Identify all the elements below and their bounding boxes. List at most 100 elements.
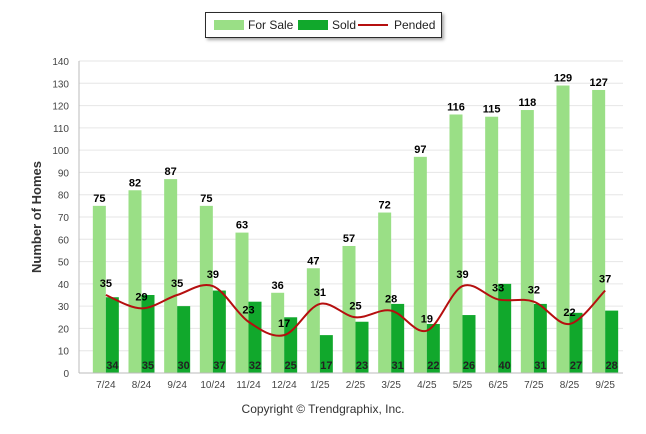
for-sale-value-label: 97: [414, 144, 426, 156]
pended-value-label: 32: [528, 285, 540, 297]
pended-value-label: 31: [314, 287, 326, 299]
for-sale-value-label: 129: [554, 73, 572, 85]
for-sale-value-label: 75: [93, 193, 105, 205]
for-sale-value-label: 87: [165, 166, 177, 178]
pended-line: [105, 284, 606, 337]
x-tick-label: 12/24: [272, 380, 297, 391]
for-sale-bar: [342, 245, 356, 373]
sold-bar: [391, 303, 405, 373]
for-sale-value-label: 115: [483, 104, 501, 116]
pended-value-label: 17: [278, 318, 290, 330]
sold-bar: [533, 303, 547, 373]
x-tick-label: 7/25: [524, 380, 544, 391]
for-sale-bar: [556, 85, 570, 373]
for-sale-bar: [199, 205, 213, 373]
sold-value-label: 40: [499, 360, 511, 372]
sold-value-label: 25: [285, 360, 297, 372]
x-tick-label: 7/24: [96, 380, 116, 391]
y-tick-label: 40: [58, 280, 70, 291]
legend-label-for-sale: For Sale: [248, 18, 294, 32]
pended-value-label: 35: [171, 278, 183, 290]
for-sale-bar: [378, 212, 392, 373]
pended-value-label: 39: [207, 269, 219, 281]
sold-swatch: [298, 20, 328, 30]
for-sale-value-label: 63: [236, 220, 248, 232]
sold-value-label: 32: [249, 360, 261, 372]
sold-value-label: 28: [606, 360, 618, 372]
pended-value-label: 37: [599, 274, 611, 286]
sold-value-label: 35: [142, 360, 154, 372]
y-tick-label: 30: [58, 302, 70, 313]
for-sale-value-label: 127: [589, 77, 607, 89]
for-sale-bar: [449, 114, 463, 373]
pended-value-label: 35: [100, 278, 112, 290]
sold-bar: [605, 310, 619, 373]
legend: For Sale Sold Pended: [205, 12, 442, 38]
for-sale-value-label: 47: [307, 255, 319, 267]
axes: 0 10 20 30 40 50 60 70 80 90 100 110 120 130 140 7/24 8/…: [52, 57, 623, 391]
for-sale-bar: [592, 89, 606, 373]
pended-value-label: 33: [492, 282, 504, 294]
sold-bar: [498, 283, 512, 373]
for-sale-bar: [485, 116, 499, 373]
x-tick-label: 4/25: [417, 380, 437, 391]
data-labels: 75 34 82 35 87 30 75 37 63 32 36 25 47 17 57 23 72 31 97 22…: [93, 73, 618, 372]
sold-bar: [284, 317, 298, 373]
for-sale-bar: [235, 232, 249, 373]
sold-value-label: 26: [463, 360, 475, 372]
sold-bar: [141, 295, 155, 373]
sold-value-label: 34: [106, 360, 119, 372]
pended-swatch: [358, 24, 388, 26]
y-tick-label: 10: [58, 347, 70, 358]
sold-bar: [177, 306, 191, 373]
x-tick-label: 5/25: [453, 380, 473, 391]
sold-bar: [105, 297, 119, 373]
sold-bar: [426, 323, 440, 373]
pended-value-label: 28: [385, 294, 397, 306]
for-sale-value-label: 75: [200, 193, 212, 205]
for-sale-bar: [92, 205, 106, 373]
for-sale-bar: [306, 268, 320, 373]
for-sale-swatch: [214, 20, 244, 30]
y-tick-label: 50: [58, 258, 70, 269]
for-sale-value-label: 57: [343, 233, 355, 245]
y-tick-label: 120: [52, 102, 69, 113]
sold-bar: [212, 290, 226, 373]
y-tick-label: 20: [58, 324, 70, 335]
sold-value-label: 31: [534, 360, 546, 372]
x-tick-label: 9/24: [167, 380, 187, 391]
pended-value-label: 25: [349, 300, 361, 312]
x-tick-label: 8/24: [132, 380, 152, 391]
x-tick-label: 9/25: [595, 380, 615, 391]
y-tick-label: 80: [58, 191, 70, 202]
x-tick-label: 1/25: [310, 380, 330, 391]
y-tick-label: 110: [53, 124, 69, 135]
sold-value-label: 22: [427, 360, 439, 372]
y-tick-label: 90: [58, 168, 70, 179]
y-tick-label: 60: [58, 235, 70, 246]
sold-value-label: 30: [178, 360, 190, 372]
pended-value-label: 39: [456, 269, 468, 281]
sold-value-label: 17: [320, 360, 332, 372]
y-tick-label: 130: [52, 79, 69, 90]
for-sale-bar: [271, 292, 285, 373]
y-tick-label: 100: [52, 146, 69, 157]
for-sale-bar: [413, 156, 427, 373]
y-tick-label: 70: [58, 213, 70, 224]
for-sale-value-label: 116: [447, 101, 465, 113]
pended-value-label: 29: [135, 291, 147, 303]
for-sale-value-label: 36: [272, 280, 284, 292]
pended-line-group: [105, 284, 606, 337]
for-sale-value-label: 118: [518, 97, 536, 109]
bar-group: [92, 85, 619, 374]
for-sale-bar: [164, 179, 178, 373]
sold-value-label: 31: [392, 360, 404, 372]
sold-bar: [355, 321, 369, 373]
y-tick-label: 140: [52, 57, 69, 68]
sold-bar: [569, 312, 583, 373]
y-axis-title: Number of Homes: [29, 161, 44, 273]
sold-value-label: 23: [356, 360, 368, 372]
x-tick-label: 8/25: [560, 380, 580, 391]
